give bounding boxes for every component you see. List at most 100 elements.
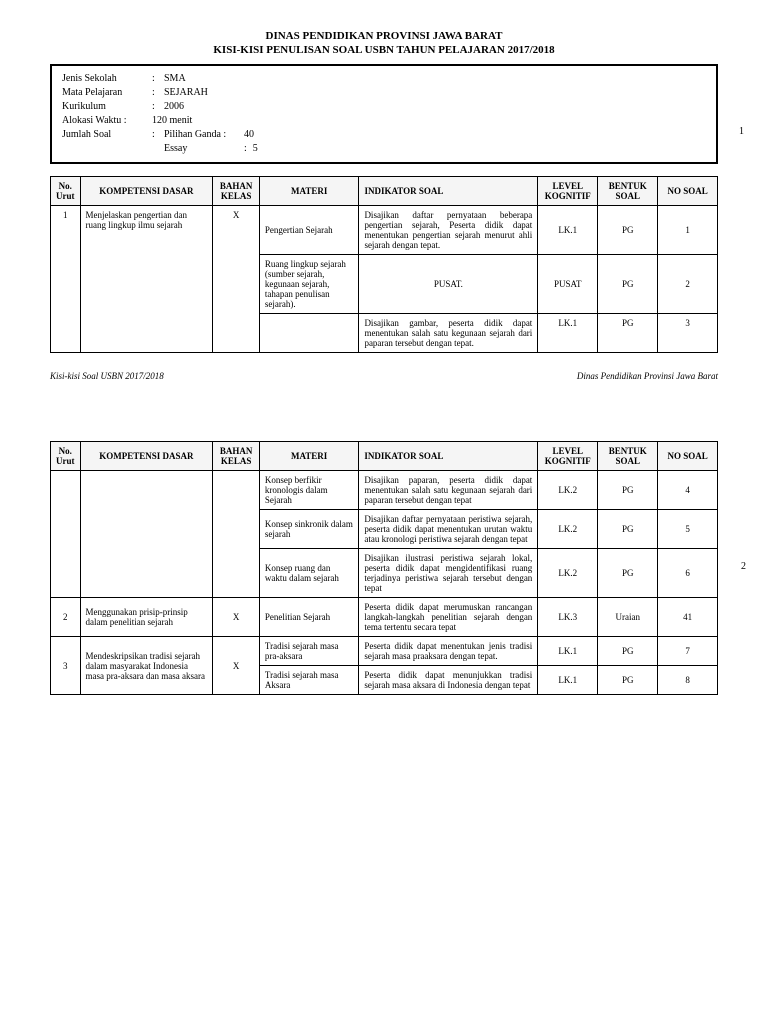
cell-kd — [80, 471, 213, 598]
cell-lk: PUSAT — [538, 255, 598, 314]
cell-ns: 1 — [658, 206, 718, 255]
cell-bs: PG — [598, 471, 658, 510]
cell-lk: LK.1 — [538, 314, 598, 353]
section-2: 2 No. Urut KOMPETENSI DASAR BAHAN KELAS … — [50, 441, 718, 695]
cell-ind: Disajikan ilustrasi peristiwa sejarah lo… — [359, 549, 538, 598]
val-mapel: SEJARAH — [164, 86, 706, 100]
cell-lk: LK.2 — [538, 510, 598, 549]
cell-mat: Pengertian Sejarah — [259, 206, 359, 255]
cell-lk: LK.1 — [538, 206, 598, 255]
footer-right: Dinas Pendidikan Provinsi Jawa Barat — [577, 371, 718, 381]
cell-ind: Disajikan gambar, peserta didik dapat me… — [359, 314, 538, 353]
cell-bk: X — [213, 206, 260, 353]
header-line1: DINAS PENDIDIKAN PROVINSI JAWA BARAT — [50, 30, 718, 42]
cell-lk: LK.1 — [538, 666, 598, 695]
cell-no: 2 — [51, 598, 81, 637]
th-ind: INDIKATOR SOAL — [359, 442, 538, 471]
page-footer: Kisi-kisi Soal USBN 2017/2018 Dinas Pend… — [50, 371, 718, 381]
colon: : — [152, 72, 164, 86]
th-no: No. Urut — [51, 442, 81, 471]
label-jenis: Jenis Sekolah — [62, 72, 152, 86]
th-bs: BENTUK SOAL — [598, 177, 658, 206]
cell-ind: Peserta didik dapat menentukan jenis tra… — [359, 637, 538, 666]
th-bs: BENTUK SOAL — [598, 442, 658, 471]
cell-ns: 6 — [658, 549, 718, 598]
cell-lk: LK.3 — [538, 598, 598, 637]
header-line2: KISI-KISI PENULISAN SOAL USBN TAHUN PELA… — [50, 44, 718, 56]
footer-left: Kisi-kisi Soal USBN 2017/2018 — [50, 371, 164, 381]
cell-mat: Konsep berfikir kronologis dalam Sejarah — [259, 471, 359, 510]
cell-ns: 3 — [658, 314, 718, 353]
table-row: Konsep berfikir kronologis dalam Sejarah… — [51, 471, 718, 510]
table-header-row: No. Urut KOMPETENSI DASAR BAHAN KELAS MA… — [51, 442, 718, 471]
cell-ns: 7 — [658, 637, 718, 666]
th-kd: KOMPETENSI DASAR — [80, 177, 213, 206]
cell-no: 1 — [51, 206, 81, 353]
cell-ind: Disajikan paparan, peserta didik dapat m… — [359, 471, 538, 510]
cell-lk: LK.2 — [538, 549, 598, 598]
cell-ns: 8 — [658, 666, 718, 695]
label-pg: Pilihan Ganda : — [164, 128, 244, 142]
table-row: 2 Menggunakan prisip-prinsip dalam penel… — [51, 598, 718, 637]
th-no: No. Urut — [51, 177, 81, 206]
cell-ns: 41 — [658, 598, 718, 637]
colon: : — [152, 86, 164, 100]
th-bk: BAHAN KELAS — [213, 177, 260, 206]
page-number-2: 2 — [741, 561, 746, 572]
cell-bs: Uraian — [598, 598, 658, 637]
th-lk: LEVEL KOGNITIF — [538, 177, 598, 206]
cell-ind: Disajikan daftar pernyataan peristiwa se… — [359, 510, 538, 549]
page-number-1: 1 — [739, 126, 744, 137]
val-kurikulum: 2006 — [164, 100, 706, 114]
cell-lk: LK.1 — [538, 637, 598, 666]
cell-lk: LK.2 — [538, 471, 598, 510]
cell-bk — [213, 471, 260, 598]
blank — [152, 142, 164, 156]
cell-bk: X — [213, 637, 260, 695]
cell-no — [51, 471, 81, 598]
table-2: No. Urut KOMPETENSI DASAR BAHAN KELAS MA… — [50, 441, 718, 695]
label-mapel: Mata Pelajaran — [62, 86, 152, 100]
cell-kd: Mendeskripsikan tradisi sejarah dalam ma… — [80, 637, 213, 695]
cell-mat: Tradisi sejarah masa pra-aksara — [259, 637, 359, 666]
label-alokasi: Alokasi Waktu : — [62, 114, 152, 128]
th-mat: MATERI — [259, 177, 359, 206]
cell-mat — [259, 314, 359, 353]
cell-bs: PG — [598, 255, 658, 314]
table-row: 3 Mendeskripsikan tradisi sejarah dalam … — [51, 637, 718, 666]
colon: : — [152, 100, 164, 114]
table-1: No. Urut KOMPETENSI DASAR BAHAN KELAS MA… — [50, 176, 718, 353]
cell-ind: Disajikan daftar pernyataan beberapa pen… — [359, 206, 538, 255]
cell-mat: Konsep sinkronik dalam sejarah — [259, 510, 359, 549]
cell-bs: PG — [598, 510, 658, 549]
cell-ns: 4 — [658, 471, 718, 510]
cell-kd: Menjelaskan pengertian dan ruang lingkup… — [80, 206, 213, 353]
info-box: 1 Jenis Sekolah : SMA Mata Pelajaran : S… — [50, 64, 718, 164]
table-row: 1 Menjelaskan pengertian dan ruang lingk… — [51, 206, 718, 255]
val-alokasi: 120 menit — [152, 114, 706, 128]
th-kd: KOMPETENSI DASAR — [80, 442, 213, 471]
val-pg: 40 — [244, 128, 254, 142]
th-ind: INDIKATOR SOAL — [359, 177, 538, 206]
label-jumlah: Jumlah Soal — [62, 128, 152, 142]
th-ns: NO SOAL — [658, 177, 718, 206]
val-jenis: SMA — [164, 72, 706, 86]
cell-ind: Peserta didik dapat menunjukkan tradisi … — [359, 666, 538, 695]
cell-bs: PG — [598, 206, 658, 255]
val-essay: 5 — [253, 142, 258, 156]
cell-mat: Ruang lingkup sejarah (sumber sejarah, k… — [259, 255, 359, 314]
cell-kd: Menggunakan prisip-prinsip dalam penelit… — [80, 598, 213, 637]
cell-bs: PG — [598, 314, 658, 353]
cell-no: 3 — [51, 637, 81, 695]
blank — [62, 142, 152, 156]
table-header-row: No. Urut KOMPETENSI DASAR BAHAN KELAS MA… — [51, 177, 718, 206]
cell-ns: 2 — [658, 255, 718, 314]
label-kurikulum: Kurikulum — [62, 100, 152, 114]
cell-bs: PG — [598, 666, 658, 695]
th-bk: BAHAN KELAS — [213, 442, 260, 471]
cell-bs: PG — [598, 549, 658, 598]
cell-ind: PUSAT. — [359, 255, 538, 314]
cell-mat: Konsep ruang dan waktu dalam sejarah — [259, 549, 359, 598]
th-mat: MATERI — [259, 442, 359, 471]
cell-ns: 5 — [658, 510, 718, 549]
